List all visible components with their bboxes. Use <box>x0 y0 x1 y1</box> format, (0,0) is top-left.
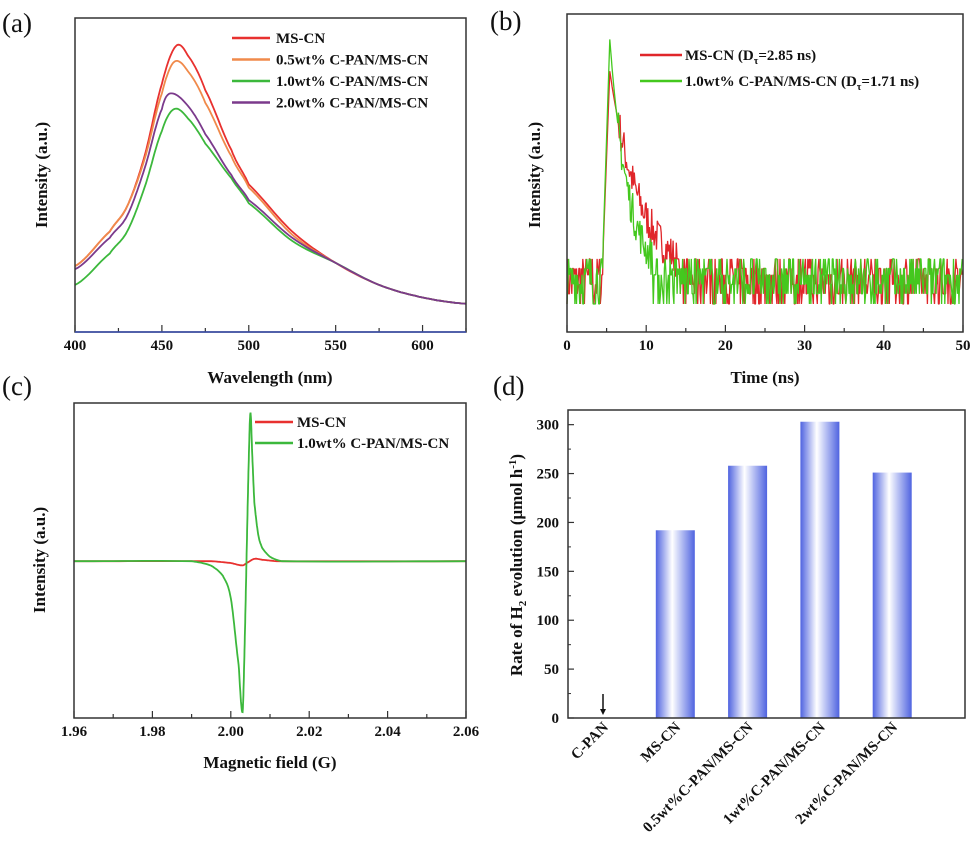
bar <box>800 421 840 718</box>
series-line-2 <box>566 39 963 305</box>
bar <box>655 530 695 718</box>
bar <box>872 472 912 718</box>
panel-c: (c) 1.96 1.98 2.00 2.02 2.04 2.06 Magnetic fiel… <box>2 371 480 772</box>
x-axis-title: Time (ns) <box>730 368 799 387</box>
x-tick-label: 400 <box>64 338 87 354</box>
plot-area <box>74 412 467 714</box>
panel-b: (b) 0 10 20 30 40 50 Time (ns) Intensity (a.u.) M… <box>490 6 971 387</box>
y-tick-label: 200 <box>537 515 560 531</box>
panel-label: (a) <box>2 8 32 38</box>
legend-item: MS-CN (Dτ=2.85 ns) <box>640 48 816 67</box>
panel-a: (a) 400 450 500 550 600 Wavelength (nm) Intensi… <box>2 8 467 387</box>
plot-area <box>566 39 963 305</box>
legend-label: 1.0wt% C-PAN/MS-CN <box>276 74 428 90</box>
legend-label: MS-CN <box>276 31 325 47</box>
axes-frame <box>566 13 964 333</box>
x-tick-label: 2.04 <box>374 724 401 740</box>
plot-area <box>74 43 467 305</box>
axes-frame <box>567 409 966 719</box>
x-tick-label: 600 <box>411 338 434 354</box>
legend-item: 2.0wt% C-PAN/MS-CN <box>232 96 428 112</box>
x-tick-label: 50 <box>956 338 971 354</box>
arrow-head-icon <box>600 709 606 715</box>
series-line-2 <box>74 412 467 714</box>
legend-item: MS-CN <box>255 415 346 431</box>
legend-item: 1.0wt% C-PAN/MS-CN <box>232 74 428 90</box>
axes-frame <box>73 402 467 719</box>
legend-label: 1.0wt% C-PAN/MS-CN <box>297 436 449 452</box>
panel-label: (c) <box>2 371 32 401</box>
legend-label: 2.0wt% C-PAN/MS-CN <box>276 96 428 112</box>
y-axis-title: Intensity (a.u.) <box>525 122 544 228</box>
x-axis-title: Wavelength (nm) <box>207 368 332 387</box>
y-tick-label: 300 <box>537 418 560 434</box>
legend-label: 0.5wt% C-PAN/MS-CN <box>276 53 428 69</box>
y-tick-label: 0 <box>552 711 560 727</box>
legend-label: MS-CN (Dτ=2.85 ns) <box>685 48 816 67</box>
y-tick-label: 150 <box>537 564 560 580</box>
y-axis-title: Rate of H2 evolution (μmol h-1) <box>507 454 529 676</box>
x-tick-label: 550 <box>324 338 347 354</box>
y-tick-label: 50 <box>544 662 559 678</box>
x-tick-label: 1.98 <box>139 724 165 740</box>
series-line-1 <box>566 71 963 305</box>
x-tick-label: 1.96 <box>61 724 88 740</box>
x-tick-label: MS-CN <box>638 719 684 765</box>
x-tick-label: 2.00 <box>218 724 244 740</box>
x-tick-label: 2.06 <box>453 724 480 740</box>
legend-item: MS-CN <box>232 31 325 47</box>
legend-label: MS-CN <box>297 415 346 431</box>
x-tick-label: 10 <box>639 338 654 354</box>
legend-item: 1.0wt% C-PAN/MS-CN (Dτ=1.71 ns) <box>640 74 919 93</box>
y-axis-title: Intensity (a.u.) <box>32 122 51 228</box>
x-tick-label: 2.02 <box>296 724 322 740</box>
y-axis-title: Intensity (a.u.) <box>30 507 49 613</box>
x-tick-label: 30 <box>797 338 812 354</box>
panel-label: (d) <box>493 371 524 401</box>
series-line-3 <box>74 107 467 305</box>
y-tick-label: 250 <box>537 467 560 483</box>
x-tick-label: 450 <box>151 338 174 354</box>
x-tick-label: C-PAN <box>568 719 612 763</box>
x-tick-label: 500 <box>238 338 261 354</box>
bar <box>728 465 768 718</box>
legend-item: 1.0wt% C-PAN/MS-CN <box>255 436 449 452</box>
x-tick-label: 0 <box>563 338 571 354</box>
legend-label: 1.0wt% C-PAN/MS-CN (Dτ=1.71 ns) <box>685 74 919 93</box>
plot-area <box>655 421 912 718</box>
panel-label: (b) <box>490 6 521 36</box>
series-line-4 <box>74 92 467 305</box>
x-tick-label: 40 <box>876 338 891 354</box>
x-tick-label: 20 <box>718 338 733 354</box>
y-tick-label: 100 <box>537 613 560 629</box>
x-axis-title: Magnetic field (G) <box>203 753 336 772</box>
legend-item: 0.5wt% C-PAN/MS-CN <box>232 53 428 69</box>
